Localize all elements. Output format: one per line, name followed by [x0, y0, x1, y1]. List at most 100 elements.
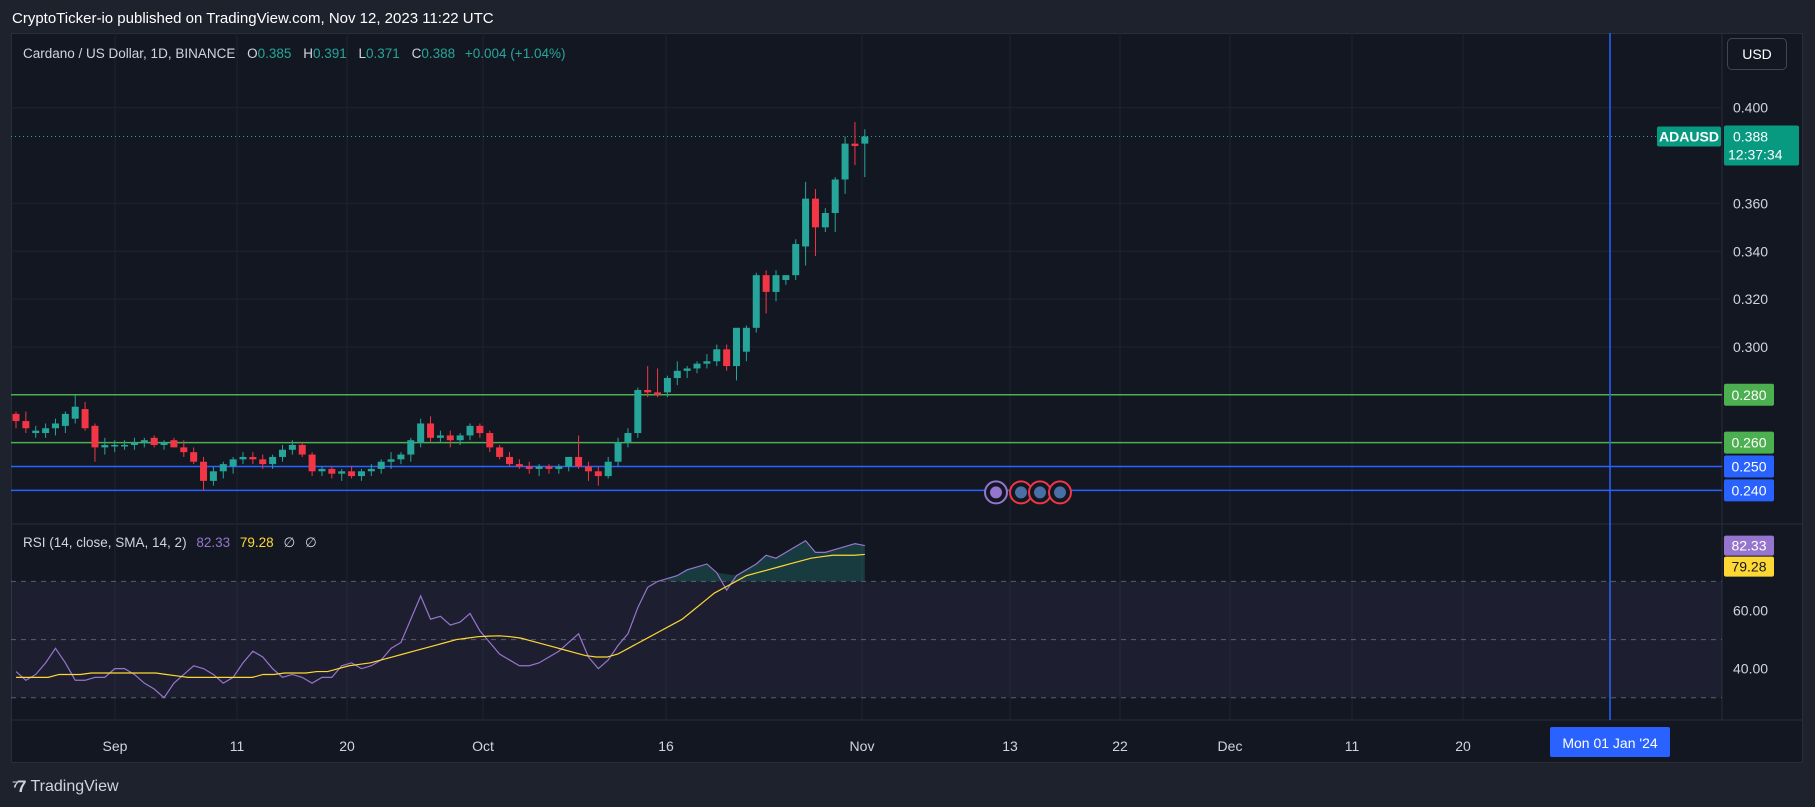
candle-body	[506, 456, 513, 465]
candle-body	[673, 370, 681, 379]
rsi-tick-label: 40.00	[1733, 661, 1768, 677]
rsi-overbought-fill	[667, 540, 865, 582]
level-tag-label: 0.250	[1731, 459, 1766, 475]
candle-body	[180, 447, 188, 453]
candle-body	[209, 471, 217, 481]
x-tick-label: 16	[658, 738, 674, 754]
candle-body	[634, 389, 642, 434]
candle-body	[190, 452, 198, 462]
candle-body	[200, 461, 208, 481]
candle-body	[466, 425, 474, 436]
horizontal-levels	[11, 33, 1722, 720]
candle-body	[545, 466, 553, 469]
low-value: 0.371	[366, 46, 400, 61]
tv-brand: TradingView	[30, 778, 119, 795]
x-tick-label: 20	[1455, 738, 1471, 754]
close-label: C	[411, 46, 422, 61]
tradingview-logo: ⁷7 TradingView	[12, 777, 119, 797]
candle-body	[693, 363, 701, 369]
candle-body	[308, 454, 316, 472]
rsi-band-fill	[11, 581, 1722, 698]
low-label: L	[358, 46, 367, 61]
rsi-extra-2: ∅	[304, 535, 317, 550]
countdown-label: 12:37:34	[1728, 146, 1783, 162]
grid	[11, 33, 1803, 721]
y-tick-label: 0.360	[1733, 195, 1768, 211]
candle-body	[654, 392, 662, 395]
vertical-marker-label: Mon 01 Jan '24	[1562, 735, 1658, 751]
candle-body	[338, 471, 346, 474]
rsi-tick-label: 60.00	[1733, 603, 1768, 619]
candle-body	[663, 378, 671, 393]
candle-body	[575, 456, 583, 467]
chart-frame[interactable]	[11, 33, 1803, 763]
x-tick-label: Sep	[103, 738, 128, 754]
rsi-title: RSI (14, close, SMA, 14, 2)	[23, 535, 187, 550]
candle-body	[742, 327, 750, 352]
symbol-legend: Cardano / US Dollar, 1D, BINANCE O0.385 …	[23, 46, 565, 61]
last-price-label: 0.388	[1733, 128, 1768, 144]
candle-body	[219, 464, 227, 472]
symbol-tag-label: ADAUSD	[1659, 128, 1719, 144]
candle-body	[367, 468, 375, 472]
candle-body	[259, 459, 267, 465]
candle-body	[644, 389, 652, 393]
x-tick-label: 13	[1002, 738, 1018, 754]
candle-body	[42, 428, 50, 434]
x-tick-label: 11	[1345, 738, 1360, 754]
y-tick-label: 0.300	[1733, 339, 1768, 355]
candle-body	[150, 437, 158, 445]
candle-body	[377, 461, 385, 469]
candle-body	[170, 440, 178, 448]
candle-body	[22, 421, 30, 429]
candle-body	[121, 444, 129, 447]
candle-body	[792, 244, 800, 276]
candle-body	[584, 466, 592, 472]
candle-body	[91, 425, 99, 448]
candle-body	[12, 413, 20, 422]
candle-body	[733, 327, 741, 367]
candle-body	[802, 198, 810, 247]
rsi-pane	[11, 539, 1722, 699]
close-value: 0.388	[421, 46, 456, 61]
high-value: 0.391	[312, 46, 347, 61]
candle-body	[348, 471, 356, 477]
candle-body	[515, 464, 523, 467]
candle-body	[861, 136, 869, 144]
open-label: O	[247, 46, 258, 61]
candle-body	[229, 459, 237, 467]
candle-body	[130, 442, 138, 445]
candle-body	[772, 275, 780, 292]
currency-button[interactable]: USD	[1727, 38, 1787, 70]
flag-icon	[1054, 486, 1066, 499]
candle-body	[111, 444, 119, 447]
candle-body	[782, 275, 790, 280]
x-tick-label: 11	[230, 738, 245, 754]
candle-body	[703, 361, 711, 364]
candle-body	[32, 430, 40, 434]
flag-icon	[1034, 486, 1046, 499]
candle-body	[683, 368, 691, 371]
last-price-tag	[1724, 125, 1799, 166]
candle-body	[476, 425, 484, 434]
candle-body	[397, 454, 405, 460]
candle-body	[318, 468, 326, 472]
rsi-value: 82.33	[196, 535, 231, 550]
candle-body	[525, 466, 533, 469]
x-tick-label: Oct	[472, 738, 494, 754]
candle-body	[851, 143, 859, 147]
level-tag-label: 0.260	[1731, 435, 1766, 451]
candle-body	[604, 461, 612, 477]
rsi-line	[15, 539, 865, 699]
candle-body	[496, 447, 504, 457]
x-tick-label: Nov	[850, 738, 875, 754]
axes: Sep 11 20 Oct 16 Nov 13 22 Dec 11 20 0.300 0.320 0.34…	[103, 100, 1769, 754]
candle-body	[278, 449, 286, 457]
level-tag	[1724, 455, 1774, 478]
candle-body	[61, 413, 69, 426]
symbol-tag	[1657, 126, 1721, 147]
x-tick-label: 22	[1112, 738, 1128, 754]
candle-body	[269, 456, 277, 465]
candle-body	[51, 423, 59, 429]
